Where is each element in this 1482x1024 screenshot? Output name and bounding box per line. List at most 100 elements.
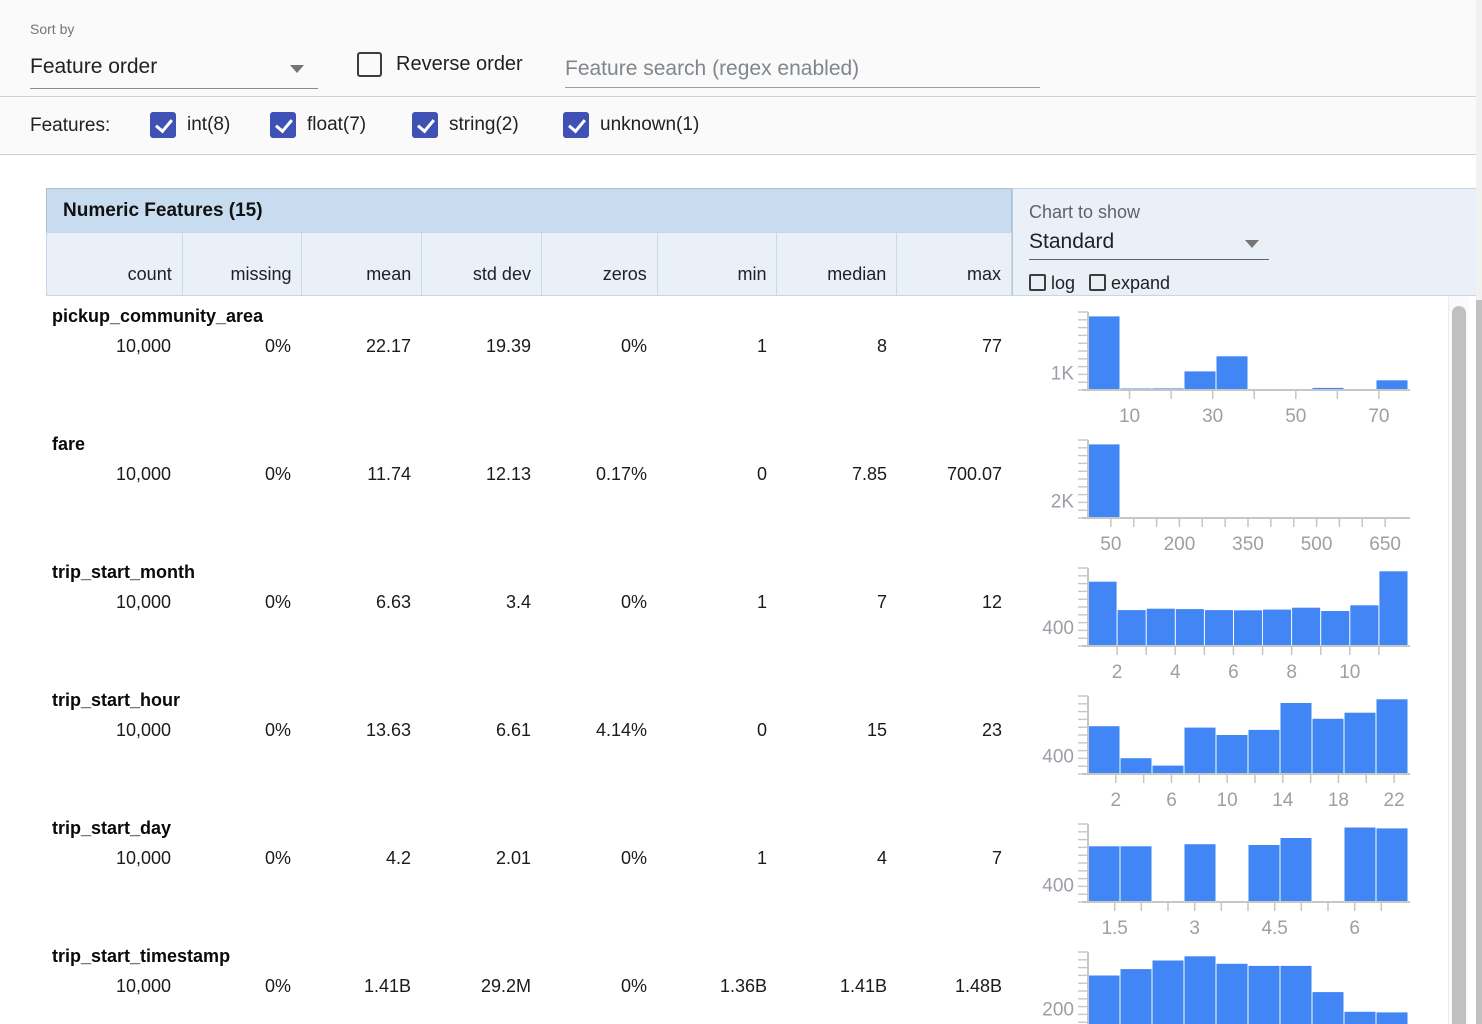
reverse-order-label: Reverse order xyxy=(396,53,523,75)
stat-count: 10,000 xyxy=(115,464,171,484)
feature-row: trip_start_month 10,000 0% 6.63 3.4 0% 1 7 12 2 4 6… xyxy=(46,552,1477,683)
feature-filter-int[interactable]: int(8) xyxy=(150,112,230,140)
table-body: pickup_community_area 10,000 0% 22.17 19.39 0… xyxy=(46,296,1477,1024)
checkbox-checked-icon[interactable] xyxy=(563,112,589,138)
stat-mean: 13.63 xyxy=(365,720,411,740)
feature-name: trip_start_timestamp xyxy=(52,946,231,966)
svg-text:30: 30 xyxy=(1202,406,1223,427)
stat-min: 0 xyxy=(756,464,767,484)
stat-mean: 1.41B xyxy=(363,976,411,996)
stat-max: 7 xyxy=(991,848,1002,868)
stat-zeros: 0% xyxy=(620,592,647,612)
feature-name: pickup_community_area xyxy=(52,306,264,326)
stat-missing: 0% xyxy=(264,720,291,740)
feature-row: trip_start_day 10,000 0% 4.2 2.01 0% 1 4 7 1.5 3 4.… xyxy=(46,808,1477,939)
feature-filter-unknown[interactable]: unknown(1) xyxy=(563,112,699,140)
stat-zeros: 0% xyxy=(620,976,647,996)
chart-type-value: Standard xyxy=(1029,230,1115,253)
stat-missing: 0% xyxy=(264,592,291,612)
stat-median: 4 xyxy=(876,848,887,868)
stat-max: 700.07 xyxy=(946,464,1002,484)
page-scrollbar-thumb[interactable] xyxy=(1476,300,1482,1024)
feature-stats: 10,000 0% 4.2 2.01 0% 1 4 7 xyxy=(46,848,1012,869)
sort-order-value: Feature order xyxy=(30,55,158,78)
feature-filter-float[interactable]: float(7) xyxy=(270,112,366,140)
checkbox-checked-icon[interactable] xyxy=(412,112,438,138)
stat-count: 10,000 xyxy=(115,976,171,996)
svg-text:400: 400 xyxy=(1042,746,1074,767)
feature-type-bar: Features: int(8) float(7) string(2) unknown… xyxy=(0,98,1482,155)
svg-text:50: 50 xyxy=(1100,534,1121,555)
svg-text:650: 650 xyxy=(1369,534,1401,555)
col-header-median: median xyxy=(776,233,896,295)
stat-stddev: 29.2M xyxy=(480,976,531,996)
stat-missing: 0% xyxy=(264,848,291,868)
stat-mean: 22.17 xyxy=(365,336,411,356)
chart-controls: Chart to show Standard log expand xyxy=(1012,188,1477,296)
stat-zeros: 0% xyxy=(620,336,647,356)
stat-missing: 0% xyxy=(264,464,291,484)
svg-text:14: 14 xyxy=(1272,790,1294,811)
table-header: Numeric Features (15) count missing mean st… xyxy=(46,188,1477,296)
feature-name: trip_start_day xyxy=(52,818,172,838)
stat-count: 10,000 xyxy=(115,592,171,612)
col-header-max: max xyxy=(896,233,1011,295)
stat-mean: 4.2 xyxy=(385,848,411,868)
feature-stats: 10,000 0% 6.63 3.4 0% 1 7 12 xyxy=(46,592,1012,613)
chart-type-select[interactable]: Standard xyxy=(1029,230,1269,260)
svg-text:10: 10 xyxy=(1217,790,1238,811)
log-checkbox[interactable] xyxy=(1029,274,1046,291)
features-label: Features: xyxy=(30,115,111,136)
svg-text:10: 10 xyxy=(1339,662,1360,683)
stat-min: 1 xyxy=(756,848,767,868)
stat-median: 1.41B xyxy=(839,976,887,996)
checkbox-checked-icon[interactable] xyxy=(270,112,296,138)
chevron-down-icon xyxy=(1245,240,1259,248)
feature-histogram: 2 4 6 8 10 400 xyxy=(1042,567,1410,683)
svg-text:18: 18 xyxy=(1328,790,1349,811)
log-label: log xyxy=(1051,273,1076,293)
feature-stats: 10,000 0% 1.41B 29.2M 0% 1.36B 1.41B 1.48B xyxy=(46,976,1012,997)
table-scrollbar-thumb[interactable] xyxy=(1452,306,1466,1024)
svg-text:10: 10 xyxy=(1119,406,1140,427)
svg-text:2: 2 xyxy=(1112,662,1123,683)
stat-median: 15 xyxy=(866,720,887,740)
feature-histogram: 10 30 50 70 1K xyxy=(1051,311,1410,427)
svg-text:6: 6 xyxy=(1166,790,1177,811)
stat-zeros: 0.17% xyxy=(595,464,647,484)
stat-min: 1.36B xyxy=(719,976,767,996)
stat-min: 1 xyxy=(756,336,767,356)
svg-text:1K: 1K xyxy=(1051,363,1075,384)
stat-missing: 0% xyxy=(264,976,291,996)
svg-text:50: 50 xyxy=(1285,406,1306,427)
svg-text:200: 200 xyxy=(1164,534,1196,555)
svg-text:400: 400 xyxy=(1042,876,1074,897)
feature-row: trip_start_hour 10,000 0% 13.63 6.61 4.14% 0 15… xyxy=(46,680,1477,811)
stat-count: 10,000 xyxy=(115,720,171,740)
checkbox-checked-icon[interactable] xyxy=(150,112,176,138)
stat-median: 8 xyxy=(876,336,887,356)
sort-order-select[interactable]: Feature order xyxy=(30,48,318,89)
column-headers: count missing mean std dev zeros min median max xyxy=(46,232,1012,296)
stat-stddev: 19.39 xyxy=(485,336,531,356)
feature-search-input[interactable] xyxy=(565,50,1040,88)
stat-count: 10,000 xyxy=(115,336,171,356)
stat-min: 0 xyxy=(756,720,767,740)
svg-text:4: 4 xyxy=(1170,662,1181,683)
chart-to-show-label: Chart to show xyxy=(1029,202,1141,222)
feature-stats: 10,000 0% 11.74 12.13 0.17% 0 7.85 700.07 xyxy=(46,464,1012,485)
expand-checkbox[interactable] xyxy=(1089,274,1106,291)
col-header-missing: missing xyxy=(181,233,302,295)
stat-median: 7.85 xyxy=(851,464,887,484)
stat-max: 77 xyxy=(981,336,1002,356)
svg-text:200: 200 xyxy=(1042,1000,1074,1021)
feature-row: trip_start_timestamp 10,000 0% 1.41B 29.2M 0%… xyxy=(46,936,1477,1024)
filter-label: float(7) xyxy=(307,114,367,135)
feature-name: trip_start_month xyxy=(52,562,196,582)
feature-filter-string[interactable]: string(2) xyxy=(412,112,519,140)
svg-text:22: 22 xyxy=(1384,790,1405,811)
svg-text:400: 400 xyxy=(1042,618,1074,639)
table-title: Numeric Features (15) xyxy=(46,188,1012,232)
svg-text:6: 6 xyxy=(1228,662,1239,683)
reverse-order-checkbox[interactable] xyxy=(357,52,382,77)
